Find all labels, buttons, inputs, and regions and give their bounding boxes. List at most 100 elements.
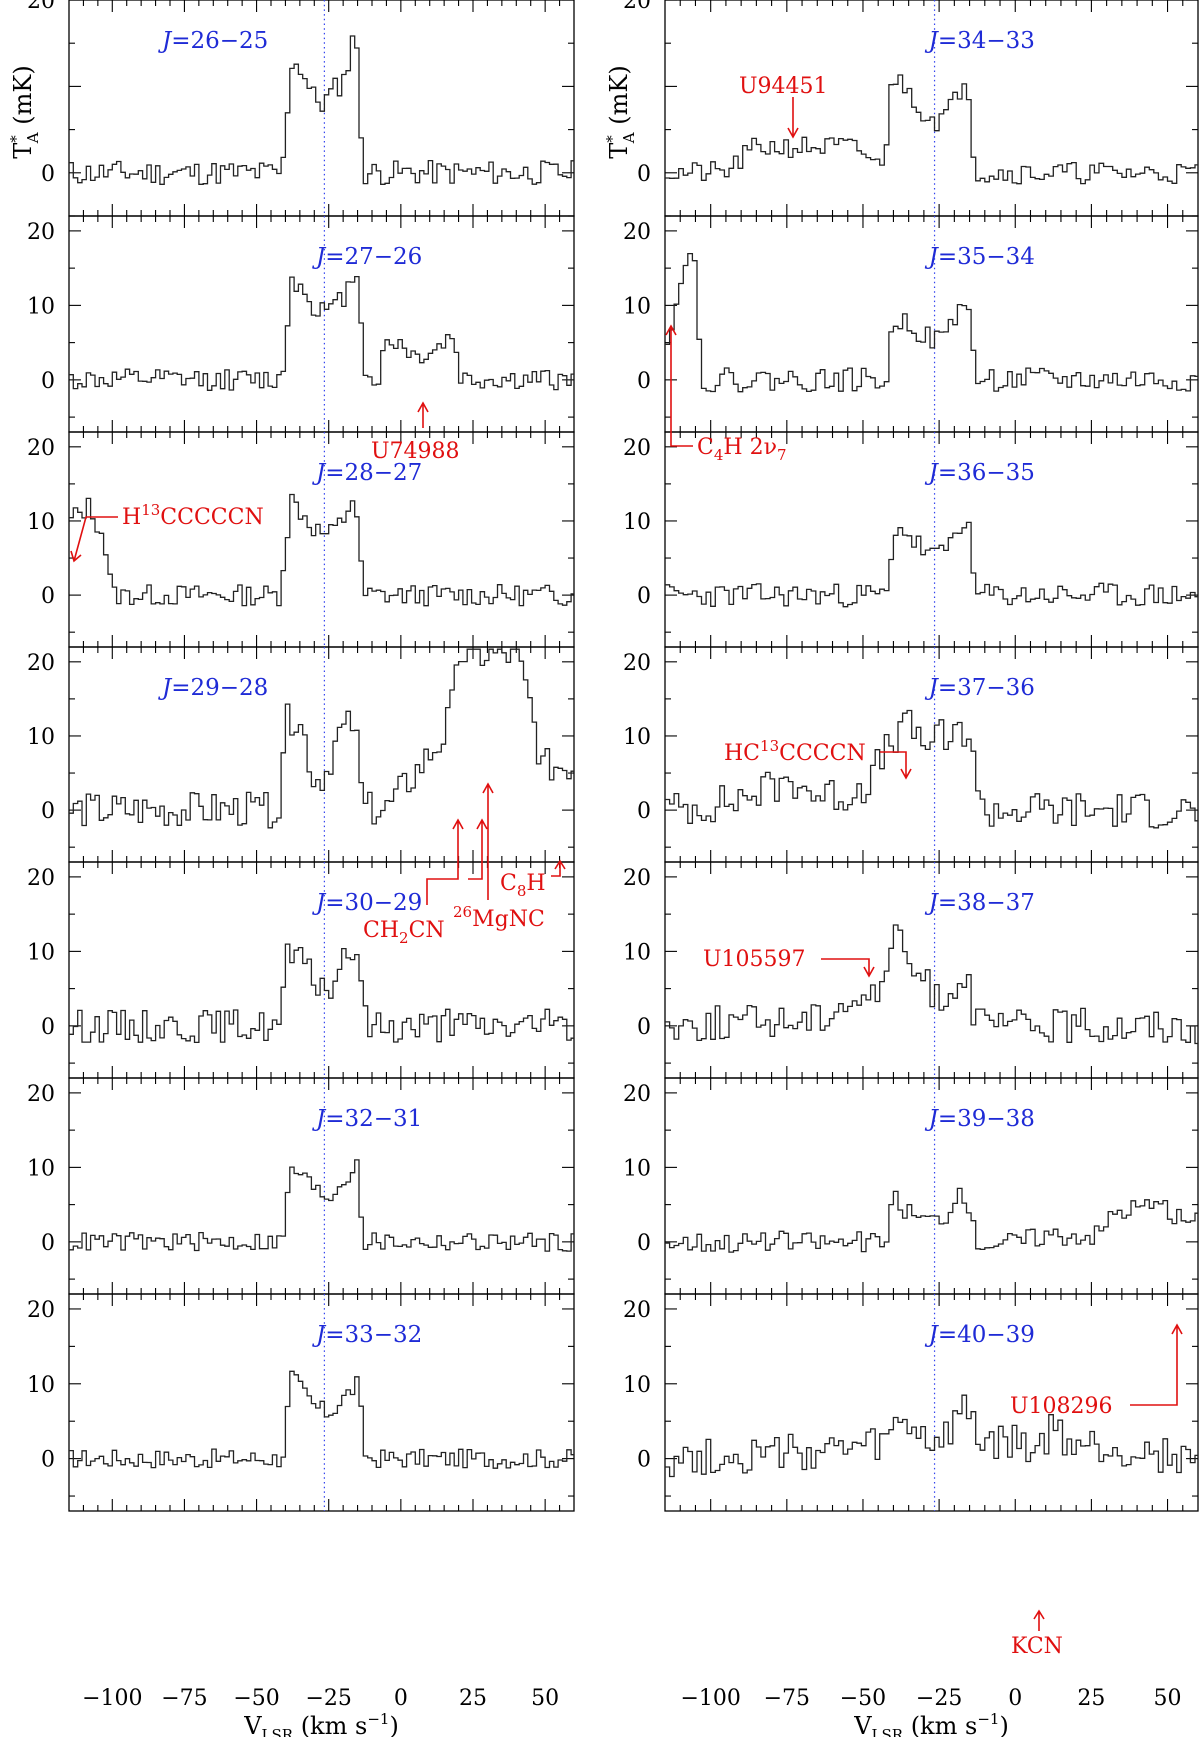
y-tick-label: 10 <box>27 940 55 965</box>
panel-frame <box>664 1293 1199 1512</box>
x-tick-label: −50 <box>840 1686 886 1711</box>
y-tick-label: 10 <box>27 1373 55 1398</box>
transition-label: J=37−36 <box>925 675 1035 701</box>
spectrum-trace <box>69 35 574 185</box>
svg-text:C4H 2ν7: C4H 2ν7 <box>697 435 787 464</box>
svg-text:U108296: U108296 <box>1010 1394 1113 1419</box>
svg-text:U74988: U74988 <box>371 439 460 464</box>
annotation-u74988: U74988 <box>371 401 460 464</box>
transition-label: J=36−35 <box>925 460 1035 486</box>
spectrum-panel: 0 10 20 J=33−32 <box>27 1293 575 1512</box>
transition-label: J=27−26 <box>312 244 422 270</box>
svg-text:C8H: C8H <box>500 871 546 900</box>
x-tick-label: 0 <box>1008 1686 1022 1711</box>
transition-label: J=33−32 <box>312 1322 422 1348</box>
svg-text:26MgNC: 26MgNC <box>453 903 545 932</box>
annotation-kcn: KCN <box>1011 1609 1063 1659</box>
spectrum-panel: 0 10 20 J=36−35 <box>623 431 1199 648</box>
y-tick-label: 0 <box>637 1015 651 1040</box>
y-tick-label: 0 <box>637 1448 651 1473</box>
y-tick-label: 0 <box>41 799 55 824</box>
transition-label: J=30−29 <box>312 890 422 916</box>
y-tick-label: 20 <box>27 220 55 245</box>
svg-text:H13CCCCCN: H13CCCCCN <box>122 501 264 530</box>
x-tick-label: −100 <box>82 1686 142 1711</box>
y-tick-label: 20 <box>27 0 55 14</box>
spectrum-panel: 0 10 20 J=27−26 <box>27 215 575 433</box>
y-tick-label: 0 <box>41 1015 55 1040</box>
transition-label: J=32−31 <box>312 1106 422 1132</box>
svg-text:CH2CN: CH2CN <box>363 918 445 947</box>
spectrum-panel: 0 10 20 J=39−38 <box>623 1077 1199 1295</box>
y-tick-label: 0 <box>637 799 651 824</box>
y-tick-label: 20 <box>623 1298 651 1323</box>
y-tick-label: 20 <box>623 220 651 245</box>
y-tick-label: 20 <box>27 866 55 891</box>
spectrum-panel: 0 10 20 J=29−28 <box>27 646 575 863</box>
y-tick-label: 10 <box>27 510 55 535</box>
spectra-panels: 0 20 J=26−25 0 10 20 J=27−26 0 10 20 J=28−27 0 10 20 J… <box>7 0 1199 1737</box>
annotation-c4h-2nu7: C4H 2ν7 <box>665 324 787 464</box>
transition-label: J=35−34 <box>925 244 1035 270</box>
y-tick-label: 0 <box>637 162 651 187</box>
spectrum-trace <box>69 275 574 391</box>
y-tick-label: 10 <box>623 510 651 535</box>
y-tick-label: 20 <box>27 436 55 461</box>
y-tick-label: 0 <box>41 584 55 609</box>
y-tick-label: 20 <box>623 0 651 14</box>
spectrum-panel: 0 10 20 J=35−34 <box>623 215 1199 433</box>
y-tick-label: 20 <box>623 651 651 676</box>
y-tick-label: 10 <box>623 294 651 319</box>
x-tick-label: −25 <box>916 1686 962 1711</box>
y-tick-label: 10 <box>27 294 55 319</box>
transition-label: J=40−39 <box>925 1322 1035 1348</box>
x-axis-title: VLSR (km s−1) <box>243 1710 399 1737</box>
spectrum-trace <box>69 493 574 607</box>
spectrum-panel: 0 10 20 J=32−31 <box>27 1077 575 1295</box>
transition-label: J=34−33 <box>925 28 1035 54</box>
y-tick-label: 20 <box>623 436 651 461</box>
spectrum-trace <box>665 74 1198 185</box>
x-axis-title: VLSR (km s−1) <box>853 1710 1009 1737</box>
transition-label: J=38−37 <box>925 890 1035 916</box>
y-tick-label: 10 <box>623 1156 651 1181</box>
x-tick-label: −75 <box>764 1686 810 1711</box>
transition-label: J=26−25 <box>158 28 268 54</box>
y-tick-label: 10 <box>623 1373 651 1398</box>
y-tick-label: 10 <box>623 940 651 965</box>
annotation-u108296: U108296 <box>1010 1323 1183 1419</box>
y-tick-label: 20 <box>27 651 55 676</box>
x-tick-label: −100 <box>680 1686 740 1711</box>
spectrum-trace <box>665 1187 1198 1253</box>
y-tick-label: 20 <box>623 1082 651 1107</box>
spectrum-panel: 0 20 J=34−33 <box>623 0 1199 217</box>
annotation-26mgnc: 26MgNC <box>453 782 545 932</box>
y-tick-label: 20 <box>623 866 651 891</box>
y-tick-label: 20 <box>27 1082 55 1107</box>
spectrum-panel: 0 10 20 J=40−39 <box>623 1293 1199 1512</box>
annotation-h13cccccn: H13CCCCCN <box>70 501 264 563</box>
svg-text:U94451: U94451 <box>739 74 828 99</box>
annotation-u94451: U94451 <box>739 74 828 139</box>
y-tick-label: 20 <box>27 1298 55 1323</box>
annotation-ch2cn: CH2CN <box>363 818 464 947</box>
spectrum-panel: 0 10 20 J=38−37 <box>623 861 1199 1079</box>
line-annotations: U74988 H13CCCCCN CH2CN 26MgNC C8H U94451… <box>70 74 1183 1659</box>
y-tick-label: 10 <box>27 1156 55 1181</box>
spectrum-trace <box>665 924 1198 1045</box>
annotation-c8h: C8H <box>500 859 566 900</box>
y-axis-title: T*A (mK) <box>7 65 42 158</box>
x-tick-label: 50 <box>531 1686 559 1711</box>
x-tick-label: 0 <box>394 1686 408 1711</box>
y-tick-label: 10 <box>27 725 55 750</box>
annotation-hc13ccccn: HC13CCCCN <box>724 737 912 780</box>
y-tick-label: 10 <box>623 725 651 750</box>
spectrum-trace <box>665 709 1198 829</box>
panel-frame <box>68 1293 575 1512</box>
svg-text:U105597: U105597 <box>703 947 806 972</box>
spectrum-panel: 0 10 20 J=30−29 <box>27 861 575 1079</box>
spectrum-trace <box>665 1394 1198 1478</box>
x-tick-label: −50 <box>233 1686 279 1711</box>
y-tick-label: 0 <box>637 584 651 609</box>
